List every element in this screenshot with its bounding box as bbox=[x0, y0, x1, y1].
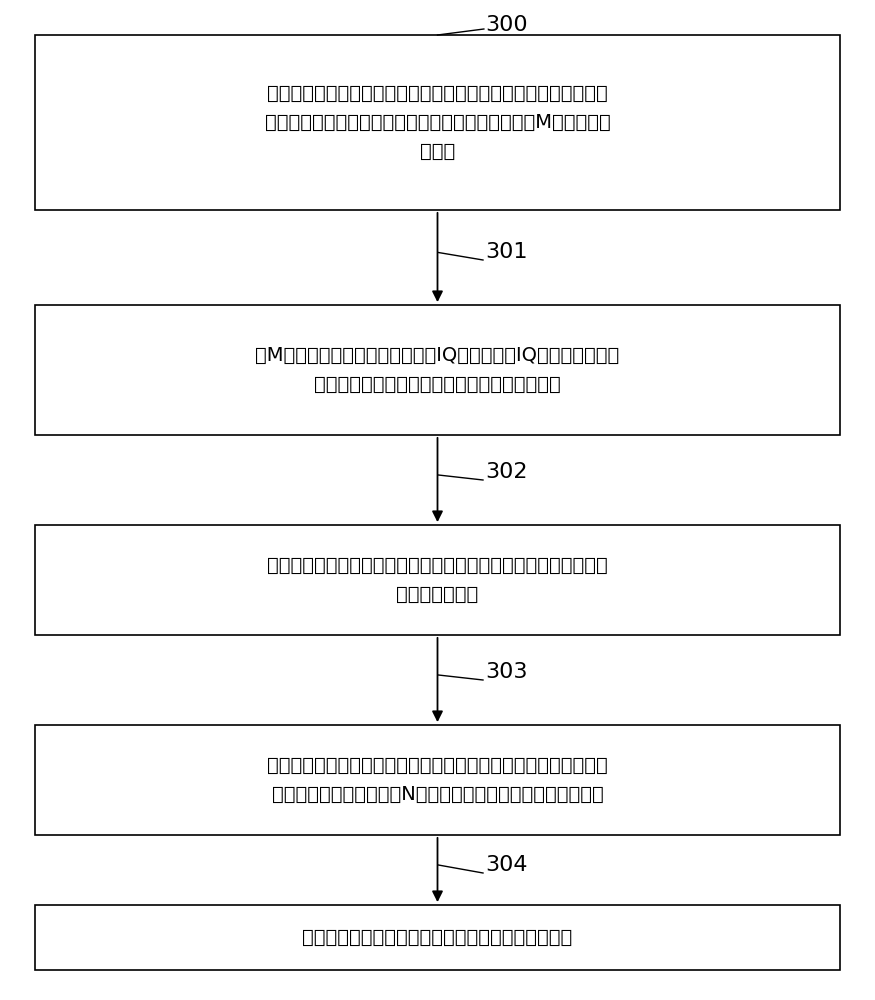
Text: 303: 303 bbox=[486, 662, 528, 682]
Text: 将一个上路激光器产生的信号通过一个上路载波装置，产生上路发
送终端所需的上路载波信号，按照上路管控信令选择M路的上路载
波信号: 将一个上路激光器产生的信号通过一个上路载波装置，产生上路发 送终端所需的上路载波… bbox=[264, 84, 611, 161]
FancyBboxPatch shape bbox=[35, 725, 840, 835]
Text: 301: 301 bbox=[486, 242, 528, 262]
Text: 304: 304 bbox=[486, 855, 528, 875]
Text: 300: 300 bbox=[486, 15, 528, 35]
FancyBboxPatch shape bbox=[35, 35, 840, 210]
Text: 将M路的各上路载波信号分别进行IQ调制，并将IQ调制后的上路载
波信号进行载波合路后发送到交换节点监控模块: 将M路的各上路载波信号分别进行IQ调制，并将IQ调制后的上路载 波信号进行载波合… bbox=[255, 346, 620, 394]
Text: 相干接收机接收功分信号及本振信号后进行解调处理: 相干接收机接收功分信号及本振信号后进行解调处理 bbox=[303, 928, 572, 947]
Text: 将交换节点监控模块输出的合路信号功分处理后产生功分信号并发
出到相干接收机: 将交换节点监控模块输出的合路信号功分处理后产生功分信号并发 出到相干接收机 bbox=[267, 556, 608, 604]
FancyBboxPatch shape bbox=[35, 905, 840, 970]
FancyBboxPatch shape bbox=[35, 305, 840, 435]
Text: 由一个下路激光器产生信号并通过一个下路本振装置生成本振信号
，按照下路管控信令选择N路的本振信号、并发送到相干接收机: 由一个下路激光器产生信号并通过一个下路本振装置生成本振信号 ，按照下路管控信令选… bbox=[267, 756, 608, 804]
Text: 302: 302 bbox=[486, 462, 528, 482]
FancyBboxPatch shape bbox=[35, 525, 840, 635]
